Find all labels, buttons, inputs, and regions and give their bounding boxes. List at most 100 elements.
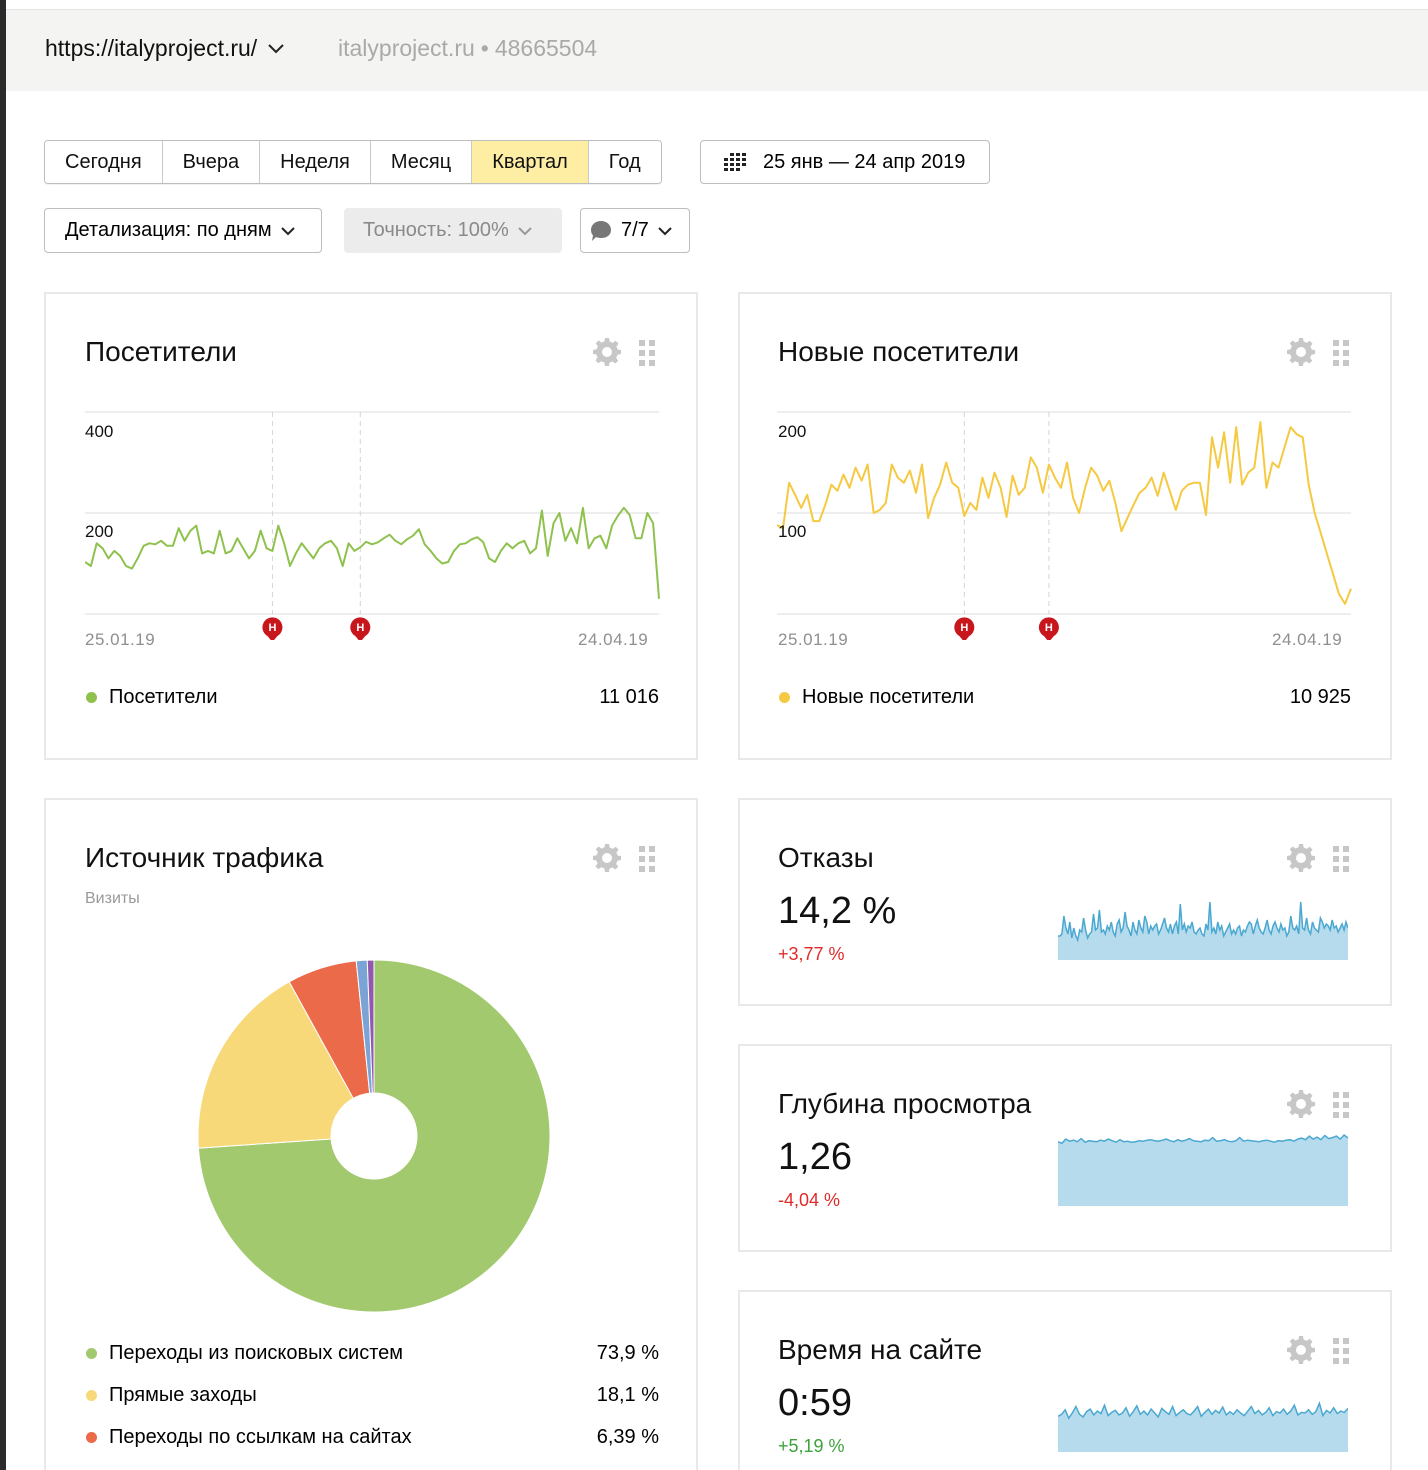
calendar-icon [724, 153, 746, 171]
metric-delta: +3,77 % [778, 944, 845, 964]
gear-icon[interactable] [1286, 843, 1316, 873]
note-marker-label: H [268, 622, 276, 634]
period-selector: Сегодня Вчера Неделя Месяц Квартал Год [44, 140, 662, 184]
detail-label: Детализация: по дням [65, 219, 272, 241]
legend-dot [86, 1432, 97, 1443]
drag-handle-icon[interactable] [1332, 1091, 1350, 1119]
metric-delta: +5,19 % [778, 1436, 845, 1456]
notes-count: 7/7 [621, 219, 649, 241]
traffic-donut-chart [197, 959, 551, 1313]
time-on-site-widget: Время на сайте 0:59 +5,19 % [738, 1290, 1392, 1470]
total-value: 10 925 [1289, 686, 1351, 708]
total-value: 11 016 [599, 686, 659, 708]
widget-title: Источник трафика [85, 842, 324, 873]
pie-slice[interactable] [197, 959, 551, 1313]
period-yesterday-button[interactable]: Вчера [162, 141, 261, 183]
legend-label: Переходы из поисковых систем [109, 1342, 404, 1364]
y-tick-label: 400 [85, 422, 114, 441]
gear-icon[interactable] [1286, 337, 1316, 367]
comment-icon [591, 220, 611, 241]
legend-label: Прямые заходы [109, 1384, 257, 1406]
legend-item[interactable]: Прямые заходы [86, 1384, 257, 1407]
start-date-label: 25.01.19 [778, 630, 849, 649]
legend-dot [779, 692, 790, 703]
legend-value: 18,1 % [596, 1384, 659, 1406]
widget-title: Время на сайте [778, 1334, 983, 1365]
note-marker-label: H [1045, 622, 1053, 634]
legend-value: 73,9 % [596, 1342, 659, 1364]
sparkline-area [1058, 902, 1348, 960]
drag-handle-icon[interactable] [1332, 1337, 1350, 1365]
chevron-down-icon [658, 226, 672, 235]
legend-dot [86, 1390, 97, 1401]
legend-item[interactable]: Переходы из поисковых систем [86, 1342, 403, 1365]
bounce-sparkline [1058, 901, 1348, 960]
depth-sparkline [1058, 1134, 1348, 1206]
metric-value: 14,2 % [778, 890, 897, 932]
gear-icon[interactable] [1286, 1335, 1316, 1365]
notes-dropdown[interactable]: 7/7 [580, 208, 690, 253]
gear-icon[interactable] [592, 337, 622, 367]
counter-id: 48665504 [494, 35, 598, 61]
period-quarter-button[interactable]: Квартал [472, 141, 589, 183]
site-url: https://italyproject.ru/ [45, 35, 258, 61]
pie-slice[interactable] [366, 959, 375, 1094]
y-tick-label: 100 [778, 522, 807, 541]
note-marker[interactable]: H [954, 617, 975, 640]
start-date-label: 25.01.19 [85, 630, 156, 649]
note-marker-label: H [356, 622, 364, 634]
note-marker[interactable]: H [1038, 617, 1059, 640]
drag-handle-icon[interactable] [1332, 339, 1350, 367]
accuracy-dropdown[interactable]: Точность: 100% [344, 208, 562, 253]
period-year-button[interactable]: Год [588, 141, 661, 183]
note-marker[interactable]: H [262, 617, 283, 640]
legend-label: Переходы по ссылкам на сайтах [109, 1426, 412, 1448]
widget-title: Новые посетители [778, 336, 1020, 367]
detail-dropdown[interactable]: Детализация: по дням [44, 208, 322, 253]
gear-icon[interactable] [592, 843, 622, 873]
pie-slice[interactable] [197, 981, 354, 1149]
drag-handle-icon[interactable] [1332, 845, 1350, 873]
period-month-button[interactable]: Месяц [370, 141, 473, 183]
series-line [777, 421, 1352, 605]
drag-handle-icon[interactable] [638, 845, 656, 873]
legend-dot [86, 692, 97, 703]
separator: • [480, 35, 489, 61]
site-name: italyproject.ru [338, 35, 475, 61]
legend-item[interactable]: Переходы по ссылкам на сайтах [86, 1426, 412, 1449]
note-marker-label: H [960, 622, 968, 634]
sparkline-line [1058, 1134, 1348, 1145]
y-tick-label: 200 [85, 522, 114, 541]
widget-title: Отказы [778, 842, 874, 873]
period-today-button[interactable]: Сегодня [45, 141, 163, 183]
site-selector[interactable]: https://italyproject.ru/ [45, 35, 285, 62]
drag-handle-icon[interactable] [638, 339, 656, 367]
note-marker[interactable]: H [350, 617, 371, 640]
metric-value: 0:59 [778, 1382, 852, 1424]
period-week-button[interactable]: Неделя [260, 141, 371, 183]
bounce-widget: Отказы 14,2 % +3,77 % [738, 798, 1392, 1006]
series-line [85, 506, 660, 599]
widget-subtitle: Визиты [85, 890, 140, 907]
end-date-label: 24.04.19 [578, 630, 649, 649]
y-tick-label: 200 [778, 422, 807, 441]
window-edge [0, 0, 6, 1470]
end-date-label: 24.04.19 [1272, 630, 1343, 649]
site-header: https://italyproject.ru/ italyproject.ru… [6, 9, 1428, 91]
gear-icon[interactable] [1286, 1089, 1316, 1119]
sparkline-line [1058, 901, 1348, 943]
widget-title: Посетители [85, 336, 237, 367]
counter-info: italyproject.ru • 48665504 [338, 35, 597, 62]
legend-label: Новые посетители [802, 686, 975, 708]
legend-item: Посетители [86, 686, 218, 709]
date-range-button[interactable]: 25 янв — 24 апр 2019 [700, 140, 990, 184]
metric-delta: -4,04 % [778, 1190, 841, 1210]
chevron-down-icon [268, 43, 284, 53]
sparkline-line [1058, 1401, 1348, 1420]
date-range-label: 25 янв — 24 апр 2019 [763, 150, 966, 173]
sparkline-area [1058, 1135, 1348, 1206]
